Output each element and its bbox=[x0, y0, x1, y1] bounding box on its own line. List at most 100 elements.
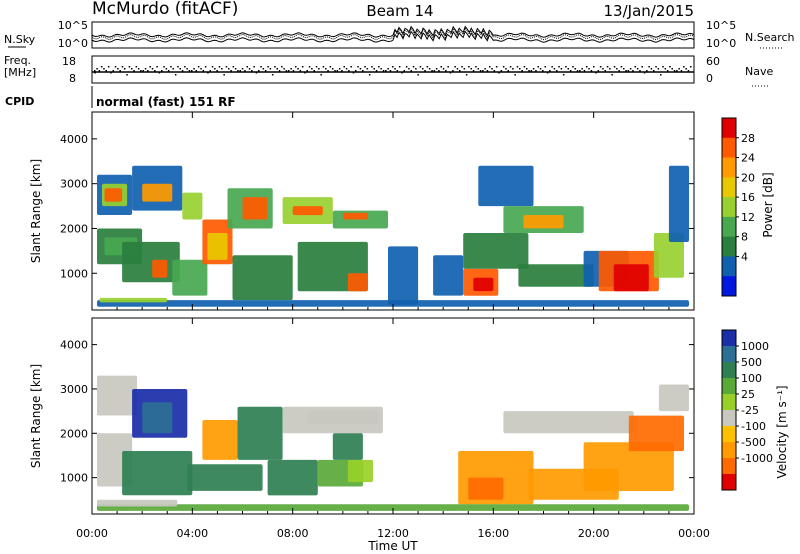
data-patch bbox=[523, 215, 564, 229]
freq-dot bbox=[276, 68, 278, 70]
freq-dot bbox=[350, 66, 352, 68]
freq-dot bbox=[433, 70, 436, 72]
freq-dot bbox=[618, 70, 620, 72]
velocity-panel: 1000 2000 3000 4000 Slant Range [km] bbox=[29, 317, 695, 515]
freq-dot bbox=[315, 66, 318, 68]
freq-dot bbox=[535, 70, 537, 72]
freq-dot bbox=[239, 70, 241, 72]
freq-dot bbox=[422, 68, 424, 70]
data-patch bbox=[433, 255, 464, 296]
colorbar-segment bbox=[722, 442, 736, 459]
freq-dot bbox=[641, 66, 643, 68]
freq-dot bbox=[648, 66, 650, 68]
freq-dot bbox=[646, 70, 648, 72]
colorbar-tick-label: 8 bbox=[741, 231, 748, 244]
freq-dot bbox=[380, 68, 382, 70]
freq-dot bbox=[565, 66, 567, 68]
freq-label-2: [MHz] bbox=[4, 66, 36, 79]
freq-dot bbox=[248, 68, 251, 70]
freq-dot bbox=[285, 70, 288, 72]
data-patch bbox=[473, 277, 494, 292]
freq-dot bbox=[569, 70, 572, 72]
freq-dot bbox=[484, 68, 486, 70]
freq-dot bbox=[655, 66, 657, 68]
freq-dot bbox=[359, 68, 362, 70]
freq-dot bbox=[371, 66, 373, 68]
freq-dot bbox=[461, 66, 463, 68]
freq-dot bbox=[500, 70, 503, 72]
freq-dot bbox=[338, 68, 341, 70]
freq-dot bbox=[197, 66, 200, 68]
colorbar-segment bbox=[722, 410, 736, 427]
colorbar-tick-label: 12 bbox=[741, 211, 755, 224]
freq-dot bbox=[331, 68, 334, 70]
freq-dot bbox=[288, 70, 290, 72]
freq-dot bbox=[329, 66, 332, 68]
data-patch bbox=[232, 255, 293, 301]
freq-dot bbox=[223, 74, 225, 76]
freq-dot bbox=[274, 66, 276, 68]
freq-dot bbox=[468, 66, 470, 68]
data-patch bbox=[142, 402, 173, 434]
freq-dot bbox=[442, 68, 445, 70]
freq-dot bbox=[137, 68, 140, 70]
freq-dot bbox=[368, 74, 371, 76]
freq-dot bbox=[131, 68, 133, 70]
freq-dot bbox=[549, 70, 551, 72]
freq-dot bbox=[327, 70, 329, 72]
freq-dot bbox=[514, 74, 516, 76]
freq-dot bbox=[410, 70, 412, 72]
freq-dot bbox=[375, 70, 378, 72]
freq-dot bbox=[426, 66, 429, 68]
colorbar-segment bbox=[722, 157, 736, 178]
freq-dot bbox=[623, 68, 625, 70]
freq-dot bbox=[650, 68, 653, 70]
data-patch bbox=[187, 464, 263, 491]
freq-dot bbox=[539, 68, 542, 70]
noise-trace-line bbox=[91, 25, 695, 38]
freq-dot bbox=[318, 68, 320, 70]
freq-dot bbox=[493, 70, 496, 72]
freq-dot bbox=[528, 70, 530, 72]
freq-dot bbox=[301, 66, 304, 68]
freq-dot bbox=[209, 70, 211, 72]
freq-dot bbox=[604, 70, 606, 72]
freq-dot bbox=[636, 68, 639, 70]
freq-dot bbox=[200, 68, 202, 70]
data-patch bbox=[503, 411, 634, 434]
data-patch bbox=[97, 300, 689, 307]
data-patch bbox=[307, 411, 378, 425]
noise-left-tick-bottom: 10^0 bbox=[58, 37, 88, 50]
x-tick-label: 00:00 bbox=[678, 527, 710, 540]
freq-dot bbox=[403, 70, 405, 72]
colorbar-segment bbox=[722, 394, 736, 411]
power-y-axis-label: Slant Range [km] bbox=[29, 159, 43, 263]
freq-dot bbox=[271, 74, 274, 76]
noise-right-tick-top: 10^5 bbox=[706, 19, 736, 32]
freq-dot bbox=[269, 68, 272, 70]
velocity-colorbar-label: Velocity [m s⁻¹] bbox=[775, 385, 789, 478]
freq-dot bbox=[597, 70, 600, 72]
x-tick-label: 08:00 bbox=[277, 527, 309, 540]
noise-sky-label: N.Sky bbox=[4, 33, 36, 46]
freq-dot bbox=[258, 70, 260, 72]
freq-dot bbox=[100, 66, 103, 68]
x-tick-label: 16:00 bbox=[477, 527, 509, 540]
beam-title: Beam 14 bbox=[366, 2, 433, 20]
freq-dot bbox=[634, 66, 636, 68]
freq-dot bbox=[341, 70, 343, 72]
freq-dot bbox=[544, 66, 546, 68]
data-patch bbox=[152, 259, 168, 278]
freq-tick-top: 18 bbox=[62, 55, 76, 68]
freq-dot bbox=[516, 66, 519, 68]
data-patch bbox=[172, 259, 208, 296]
freq-dot bbox=[396, 70, 399, 72]
freq-dot bbox=[174, 74, 177, 76]
freq-dot bbox=[103, 68, 105, 70]
freq-dot bbox=[128, 66, 131, 68]
y-tick-label: 2000 bbox=[60, 427, 88, 440]
freq-dot bbox=[613, 66, 616, 68]
freq-dot bbox=[470, 68, 472, 70]
y-tick-label: 1000 bbox=[60, 472, 88, 485]
colorbar-segment bbox=[722, 346, 736, 363]
